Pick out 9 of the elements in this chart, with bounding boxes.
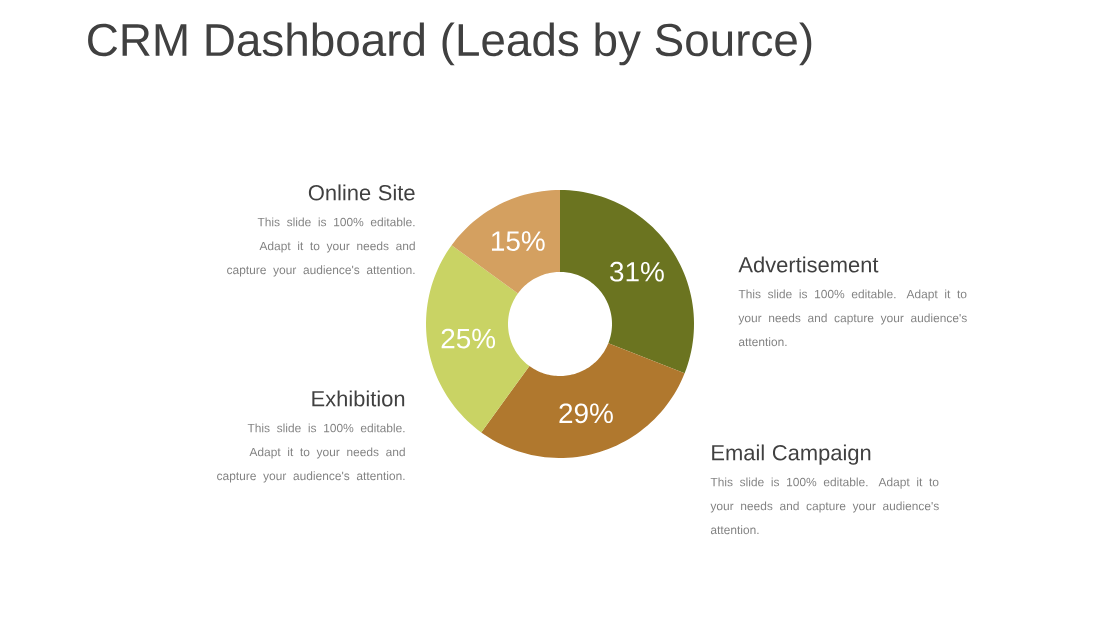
data-label: 31%: [610, 261, 664, 282]
slice-label: Advertisement: [738, 256, 879, 273]
chart-title: CRM Dashboard (Leads by Source): [88, 22, 812, 66]
data-label: 25%: [441, 328, 496, 349]
slice-label: Exhibition: [312, 390, 405, 407]
data-label: 15%: [491, 231, 545, 251]
slice-label: Email Campaign: [712, 444, 871, 465]
slice-label: Online Site: [308, 184, 415, 201]
data-label: 29%: [559, 403, 613, 424]
